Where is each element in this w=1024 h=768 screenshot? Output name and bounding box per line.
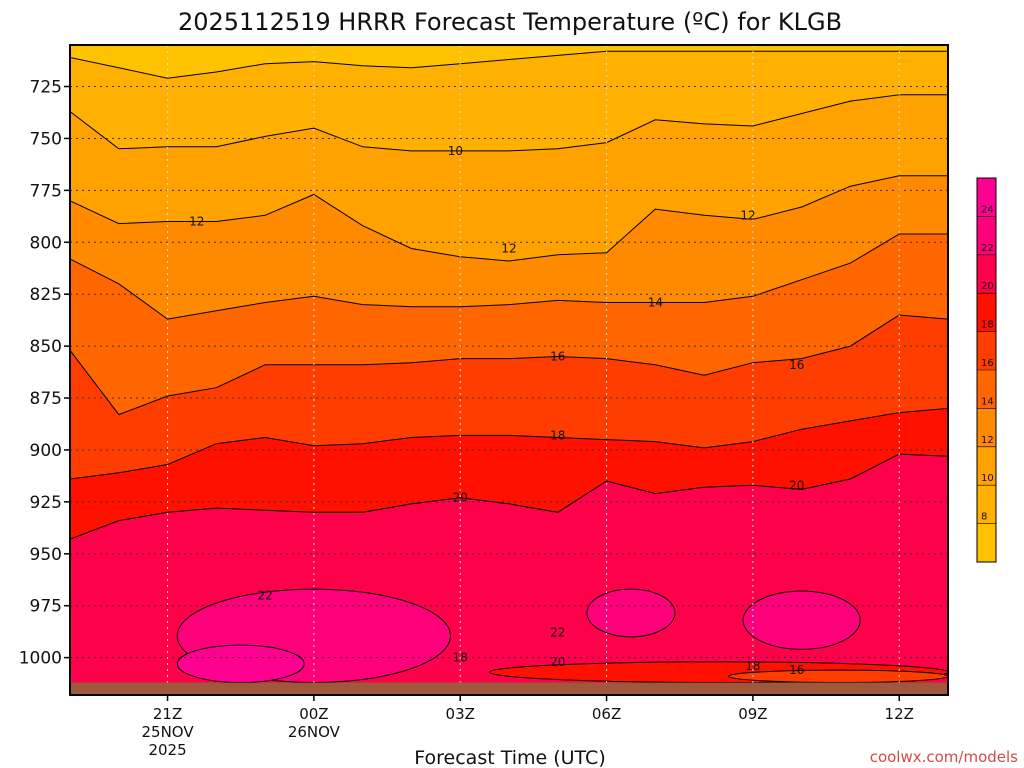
contour-label-3: 12: [740, 208, 755, 222]
x-tick-label-5-1: 26NOV: [288, 723, 341, 741]
contour-label-0: 10: [448, 144, 463, 158]
colorbar-band-16: [977, 331, 996, 370]
cell-22-1: [586, 588, 676, 638]
colorbar-band-6: [977, 523, 996, 562]
y-tick-label-800: 800: [30, 233, 62, 253]
isotherm-18: [70, 407, 948, 480]
contour-label-14: 18: [745, 659, 760, 673]
colorbar-label-14: 14: [981, 396, 994, 407]
colorbar-label-24: 24: [981, 204, 994, 215]
colorbar-label-22: 22: [981, 243, 994, 254]
y-tick-label-725: 725: [30, 78, 62, 98]
x-tick-label-2-1: 25NOV: [141, 723, 194, 741]
colorbar-label-12: 12: [981, 435, 994, 446]
colorbar-band-20: [977, 254, 996, 294]
y-tick-label-750: 750: [30, 129, 62, 149]
contour-label-7: 18: [550, 428, 565, 442]
colorbar-label-20: 20: [981, 281, 994, 292]
colorbar-label-8: 8: [981, 512, 987, 523]
contour-label-2: 12: [501, 242, 516, 256]
y-tick-label-1000: 1000: [19, 649, 62, 669]
x-tick-label-14-0: 09Z: [738, 705, 767, 723]
x-tick-label-2-2: 2025: [148, 741, 186, 759]
plot-area: [70, 45, 948, 695]
y-tick-label-900: 900: [30, 441, 62, 461]
contour-labels: 10 12 12 12 14 16 16 18 20 20 22 22 20 18 18 16: [189, 144, 804, 677]
plot-frame: [69, 44, 949, 696]
y-tick-label-775: 775: [30, 181, 62, 201]
colorbar-band-12: [977, 408, 996, 447]
isotherm-14: [70, 233, 948, 320]
x-tick-label-5-0: 00Z: [299, 705, 328, 723]
contour-label-8: 20: [453, 491, 468, 505]
contour-label-12: 20: [550, 655, 565, 669]
colorbar-band-22: [977, 216, 996, 255]
colorbar-label-18: 18: [981, 320, 994, 331]
contour-label-5: 16: [550, 350, 565, 364]
colorbar-label-10: 10: [981, 473, 994, 484]
contour-label-13: 18: [453, 651, 468, 665]
x-tick-label-11-0: 06Z: [592, 705, 621, 723]
contour-label-1: 12: [189, 215, 204, 229]
colorbar: 8 10 12 14 16 18 20 22 24: [976, 177, 997, 563]
colorbar-band-14: [977, 370, 996, 409]
y-tick-label-825: 825: [30, 285, 62, 305]
x-tick-label-17-0: 12Z: [885, 705, 914, 723]
x-tick-label-8-0: 03Z: [446, 705, 475, 723]
colorbar-band-8: [977, 485, 996, 524]
colorbar-band-10: [977, 446, 996, 486]
contour-label-10: 22: [257, 588, 272, 602]
cell-22-2: [742, 590, 861, 650]
contour-label-11: 22: [550, 626, 565, 640]
isotherm-20: [70, 453, 948, 540]
x-axis-label: Forecast Time (UTC): [414, 747, 605, 768]
y-axis: 725 750 775 800 825 850 875 900 925 950 975 1000: [19, 78, 70, 669]
y-tick-label-975: 975: [30, 597, 62, 617]
contour-label-6: 16: [789, 358, 804, 372]
colorbar-band-18: [977, 293, 996, 332]
isotherm-12: [70, 175, 948, 262]
x-tick-label-2-0: 21Z: [153, 705, 182, 723]
isotherm-10: [70, 94, 948, 152]
isotherm-8: [70, 50, 948, 79]
credit-text: coolwx.com/models: [870, 748, 1018, 766]
y-tick-label-950: 950: [30, 545, 62, 565]
ground-surface: [70, 682, 948, 695]
isotherm-16: [70, 314, 948, 416]
contour-label-4: 14: [648, 296, 663, 310]
cell-16-5: [728, 669, 948, 684]
contour-label-9: 20: [789, 478, 804, 492]
y-tick-label-875: 875: [30, 389, 62, 409]
y-tick-label-925: 925: [30, 493, 62, 513]
contour-label-15: 16: [789, 663, 804, 677]
colorbar-band-24: [977, 178, 996, 217]
y-tick-label-850: 850: [30, 337, 62, 357]
cell-24-3: [176, 644, 305, 684]
chart-title: 2025112519 HRRR Forecast Temperature (ºC…: [178, 8, 842, 36]
colorbar-label-16: 16: [981, 358, 994, 369]
